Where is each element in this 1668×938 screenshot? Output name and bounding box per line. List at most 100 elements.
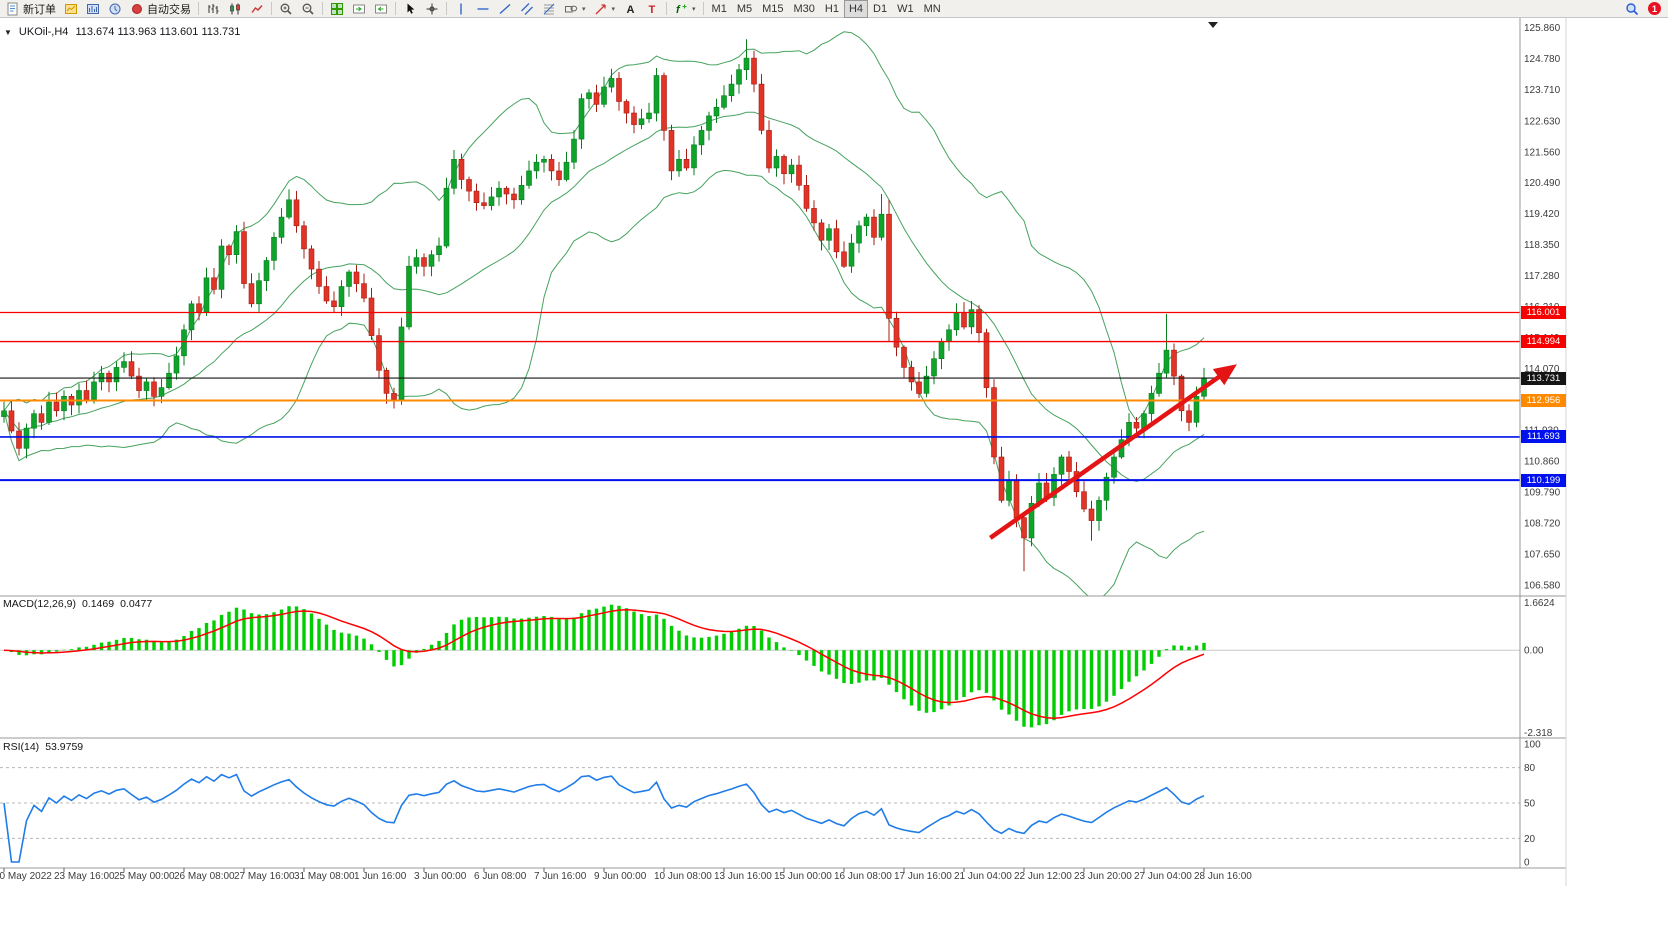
price-badge: 116.001 xyxy=(1521,305,1566,319)
new-order-icon xyxy=(7,2,18,15)
candles xyxy=(1,39,1207,572)
symbol-collapse-icon: ▼ xyxy=(4,28,12,37)
timeframe-m30-button[interactable]: M30 xyxy=(793,2,815,15)
svg-text:27 Jun 04:00: 27 Jun 04:00 xyxy=(1134,871,1192,882)
tile-windows-icon xyxy=(331,2,343,15)
chevron-down-icon: ▾ xyxy=(582,5,586,13)
shapes-button[interactable]: ▾ xyxy=(560,0,590,18)
text-button[interactable]: A xyxy=(619,0,641,18)
label-button[interactable]: T xyxy=(641,0,663,18)
cursor-button[interactable] xyxy=(399,0,421,18)
market-watch-button[interactable] xyxy=(104,0,126,18)
svg-text:7 Jun 16:00: 7 Jun 16:00 xyxy=(534,871,587,882)
svg-text:25 May 00:00: 25 May 00:00 xyxy=(114,871,175,882)
svg-text:122.630: 122.630 xyxy=(1524,116,1561,127)
price-chart[interactable]: 125.860 124.780 123.710 122.630 121.560 120.4… xyxy=(0,18,1668,938)
timeframe-mn-button[interactable]: MN xyxy=(923,2,941,15)
cursor-icon xyxy=(407,3,415,14)
svg-text:114.070: 114.070 xyxy=(1524,364,1560,375)
arrows-icon xyxy=(595,3,606,14)
fibonacci-icon xyxy=(543,3,555,14)
toolbar-separator xyxy=(271,2,272,15)
zoom-in-icon xyxy=(280,3,292,15)
panel-splitter-macd[interactable] xyxy=(0,594,1566,599)
timeframe-h1-button[interactable]: H1 xyxy=(824,2,839,15)
toolbar-separator xyxy=(702,2,704,15)
timeframe-h4-button[interactable]: H4 xyxy=(843,0,869,18)
time-axis[interactable] xyxy=(0,868,1566,888)
arrows-button[interactable]: ▾ xyxy=(590,0,620,18)
chart-shift-icon xyxy=(375,4,387,13)
autotrading-button[interactable]: 自动交易 xyxy=(126,0,195,18)
search-icon xyxy=(1626,2,1639,15)
candlestick-chart-button[interactable] xyxy=(224,0,246,18)
timeframe-m15-button[interactable]: M15 xyxy=(762,2,784,15)
svg-text:106.580: 106.580 xyxy=(1524,580,1561,591)
svg-text:21 Jun 04:00: 21 Jun 04:00 xyxy=(954,871,1012,882)
svg-text:0.00: 0.00 xyxy=(1524,646,1544,657)
zoom-in-button[interactable] xyxy=(275,0,297,18)
timeframe-w1-button[interactable]: W1 xyxy=(897,2,914,15)
tile-windows-button[interactable] xyxy=(326,0,348,18)
chart-symbol-label: ▼ UKOil-,H4 113.674 113.963 113.601 113.… xyxy=(4,26,240,39)
zoom-out-icon xyxy=(302,3,314,15)
new-chart-button[interactable] xyxy=(60,0,82,18)
new-order-button[interactable]: 新订单 xyxy=(2,0,60,18)
timeframe-m1-button[interactable]: M1 xyxy=(711,2,727,15)
indicators-button[interactable]: f ▾ xyxy=(670,0,700,18)
bar-chart-button[interactable] xyxy=(202,0,224,18)
zoom-out-button[interactable] xyxy=(297,0,319,18)
fibonacci-button[interactable] xyxy=(538,0,560,18)
svg-text:22 Jun 12:00: 22 Jun 12:00 xyxy=(1014,871,1072,882)
profiles-icon xyxy=(87,3,99,14)
panel-splitter-rsi[interactable] xyxy=(0,736,1566,741)
timeframe-m5-button[interactable]: M5 xyxy=(736,2,753,15)
profiles-button[interactable] xyxy=(82,0,104,18)
chart-shift-button[interactable] xyxy=(370,0,392,18)
timeframe-d1-button[interactable]: D1 xyxy=(873,2,888,15)
price-badge: 112.956 xyxy=(1521,393,1566,407)
svg-text:6 Jun 08:00: 6 Jun 08:00 xyxy=(474,871,527,882)
svg-text:124.780: 124.780 xyxy=(1524,54,1561,65)
svg-text:10 Jun 08:00: 10 Jun 08:00 xyxy=(654,871,712,882)
chevron-down-icon: ▾ xyxy=(692,5,696,13)
channel-button[interactable] xyxy=(516,0,538,18)
svg-text:17 Jun 16:00: 17 Jun 16:00 xyxy=(894,871,952,882)
notification-badge[interactable]: 1 xyxy=(1648,2,1661,15)
chevron-down-icon: ▾ xyxy=(611,5,616,13)
macd-signal-line xyxy=(3,608,1205,719)
search-button[interactable] xyxy=(1621,0,1643,18)
svg-text:20 May 2022: 20 May 2022 xyxy=(0,871,52,882)
horizontal-line-button[interactable] xyxy=(472,0,494,18)
svg-text:31 May 08:00: 31 May 08:00 xyxy=(294,871,355,882)
new-chart-icon xyxy=(65,3,77,14)
autotrading-status-icon xyxy=(132,3,142,14)
svg-text:0: 0 xyxy=(1524,858,1530,869)
vertical-line-button[interactable] xyxy=(450,0,472,18)
toolbar-right-group: 1 xyxy=(1621,0,1666,18)
svg-text:119.420: 119.420 xyxy=(1524,209,1560,220)
shapes-icon xyxy=(565,5,578,12)
svg-text:23 Jun 20:00: 23 Jun 20:00 xyxy=(1074,871,1132,882)
label-icon: T xyxy=(649,4,656,16)
channel-icon xyxy=(521,2,533,15)
auto-scroll-button[interactable] xyxy=(348,0,370,18)
svg-text:20: 20 xyxy=(1524,834,1536,845)
ohlc-text: 113.674 113.963 113.601 113.731 xyxy=(75,26,241,38)
chart-workspace: 125.860 124.780 123.710 122.630 121.560 120.4… xyxy=(0,18,1668,938)
chart-shift-marker xyxy=(1208,22,1218,28)
price-badge: 110.199 xyxy=(1521,473,1566,487)
svg-text:110.860: 110.860 xyxy=(1524,457,1560,468)
market-watch-icon xyxy=(109,3,121,14)
svg-text:100: 100 xyxy=(1524,740,1541,751)
price-badge-current: 113.731 xyxy=(1521,371,1566,385)
crosshair-button[interactable] xyxy=(421,0,443,18)
trendline-button[interactable] xyxy=(494,0,516,18)
line-chart-button[interactable] xyxy=(246,0,268,18)
svg-text:125.860: 125.860 xyxy=(1524,23,1561,34)
rsi-label: RSI(14) 53.9759 xyxy=(3,741,84,753)
svg-text:16 Jun 08:00: 16 Jun 08:00 xyxy=(834,871,892,882)
svg-text:120.490: 120.490 xyxy=(1524,178,1561,189)
svg-text:50: 50 xyxy=(1524,799,1536,810)
